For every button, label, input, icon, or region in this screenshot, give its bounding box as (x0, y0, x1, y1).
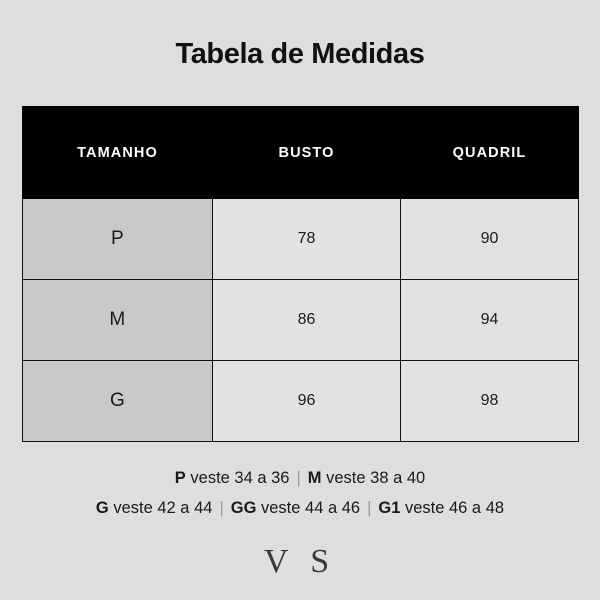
table-header-row: TAMANHO BUSTO QUADRIL (22, 106, 579, 199)
cell-busto: 86 (212, 279, 401, 361)
note-size-text: veste 38 a 40 (321, 469, 426, 487)
note-size-text: veste 34 a 36 (185, 469, 290, 487)
table-header: TAMANHO BUSTO QUADRIL (22, 106, 579, 199)
note-size-label: P (174, 469, 186, 487)
note-item: G veste 42 a 44 (96, 499, 213, 517)
brand-logo: V S (263, 543, 337, 580)
column-header-tamanho: TAMANHO (22, 106, 213, 199)
cell-quadril: 98 (400, 360, 579, 442)
note-separator: | (296, 469, 301, 487)
note-size-text: veste 46 a 48 (400, 499, 505, 517)
measurements-table: TAMANHO BUSTO QUADRIL P 78 90 M 86 94 G … (22, 106, 579, 442)
note-item: GG veste 44 a 46 (231, 499, 360, 517)
note-item: M veste 38 a 40 (308, 469, 425, 487)
note-line-1: P veste 34 a 36 | M veste 38 a 40 (0, 463, 600, 493)
note-size-label: G1 (378, 499, 401, 517)
note-item: G1 veste 46 a 48 (378, 499, 504, 517)
table-row: P 78 90 (22, 198, 579, 280)
page-title: Tabela de Medidas (175, 38, 425, 70)
cell-quadril: 94 (400, 279, 579, 361)
note-size-label: GG (230, 499, 257, 517)
column-header-quadril: QUADRIL (400, 106, 579, 199)
cell-busto: 78 (212, 198, 401, 280)
note-size-text: veste 42 a 44 (108, 499, 213, 517)
note-size-label: G (95, 499, 109, 517)
cell-size: P (22, 198, 213, 280)
cell-size: M (22, 279, 213, 361)
note-size-text: veste 44 a 46 (256, 499, 361, 517)
size-equivalence-notes: P veste 34 a 36 | M veste 38 a 40 G veste … (0, 463, 600, 523)
note-line-2: G veste 42 a 44 | GG veste 44 a 46 | G1 vest… (0, 493, 600, 523)
note-item: P veste 34 a 36 (175, 469, 290, 487)
cell-busto: 96 (212, 360, 401, 442)
note-separator: | (219, 499, 224, 517)
table-body: P 78 90 M 86 94 G 96 98 (22, 198, 579, 442)
table-row: M 86 94 (22, 279, 579, 361)
note-separator: | (367, 499, 372, 517)
cell-quadril: 90 (400, 198, 579, 280)
table-row: G 96 98 (22, 360, 579, 442)
cell-size: G (22, 360, 213, 442)
note-size-label: M (307, 469, 322, 487)
column-header-busto: BUSTO (212, 106, 401, 199)
